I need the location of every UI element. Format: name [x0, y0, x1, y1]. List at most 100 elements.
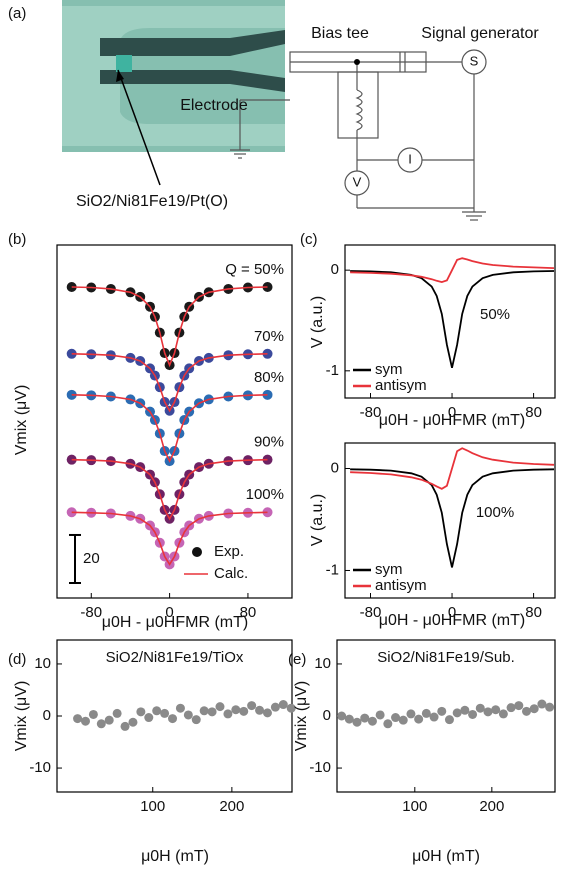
point [263, 708, 272, 717]
legend-label: antisym [375, 577, 427, 594]
chart-title: SiO2/Ni81Fe19/TiOx [106, 649, 244, 666]
point [121, 722, 130, 731]
sample-label: SiO2/Ni81Fe19/Pt(O) [76, 193, 228, 210]
point [73, 714, 82, 723]
point [279, 700, 288, 709]
series-label: Q = 50% [225, 261, 284, 278]
voltmeter-symbol: V [353, 174, 362, 189]
y-axis-label: Vmix (μV) [13, 681, 30, 752]
point [376, 710, 385, 719]
panel-label: (a) [8, 5, 26, 22]
y-tick-label: -10 [309, 759, 331, 776]
annotation: 100% [476, 504, 514, 521]
point [537, 700, 546, 709]
point [168, 714, 177, 723]
point [445, 715, 454, 724]
point [128, 718, 137, 727]
point [200, 706, 209, 715]
legend-label: sym [375, 561, 403, 578]
point [499, 709, 508, 718]
point [136, 707, 145, 716]
y-tick-label: 10 [34, 655, 51, 672]
x-tick-label: -80 [80, 604, 102, 621]
y-tick-label: 0 [331, 459, 339, 476]
panel: -80080-10μ0H - μ0HFMR (mT)V (a.u.)100%sy… [309, 443, 555, 629]
legend-label: Exp. [214, 543, 244, 560]
point [89, 710, 98, 719]
figure: (a) S I V Bias tee Signal genera [0, 0, 572, 878]
x-tick-label: 200 [219, 798, 244, 815]
x-tick-label: 80 [525, 404, 542, 421]
ammeter-symbol: I [408, 151, 412, 166]
series-line [350, 469, 554, 567]
point [391, 713, 400, 722]
point [105, 716, 114, 725]
y-axis-label: V (a.u.) [309, 494, 326, 546]
panel-label: (d) [8, 651, 26, 668]
point [414, 715, 423, 724]
x-axis-label: μ0H - μ0HFMR (mT) [379, 612, 525, 629]
annotation: 50% [480, 306, 510, 323]
y-tick-label: -1 [326, 362, 339, 379]
point [430, 713, 439, 722]
point [476, 704, 485, 713]
legend-label: Calc. [214, 565, 248, 582]
source-symbol: S [470, 53, 479, 68]
point [337, 712, 346, 721]
point [406, 709, 415, 718]
point [453, 708, 462, 717]
point [399, 716, 408, 725]
page: {"diagram":{"panel_label":"(a)","bias_te… [0, 0, 572, 878]
electrode-label: Electrode [180, 97, 248, 114]
y-axis-label: V (a.u.) [309, 296, 326, 348]
scale-label: 20 [83, 550, 100, 567]
point [530, 704, 539, 713]
panel-label: (b) [8, 231, 26, 248]
point [353, 718, 362, 727]
point [152, 706, 161, 715]
point [422, 709, 431, 718]
y-tick-label: 0 [43, 707, 51, 724]
point [383, 719, 392, 728]
panel: (d)100200-10010μ0H (mT)Vmix (μV)SiO2/Ni8… [8, 640, 296, 865]
point [247, 701, 256, 710]
panel-a: (a) S I V Bias tee Signal genera [8, 0, 539, 220]
chart-title: SiO2/Ni81Fe19/Sub. [377, 649, 515, 666]
point [208, 707, 217, 716]
plot-frame [57, 245, 292, 598]
point [176, 704, 185, 713]
x-tick-label: 100 [140, 798, 165, 815]
point [491, 705, 500, 714]
point [97, 719, 106, 728]
y-tick-label: 0 [323, 707, 331, 724]
point [545, 703, 554, 712]
x-tick-label: 200 [479, 798, 504, 815]
point [507, 703, 516, 712]
point [360, 714, 369, 723]
x-axis-label: μ0H - μ0HFMR (mT) [102, 614, 248, 631]
y-tick-label: -1 [326, 561, 339, 578]
x-axis-label: μ0H - μ0HFMR (mT) [379, 412, 525, 429]
point [144, 713, 153, 722]
point [345, 715, 354, 724]
point [514, 701, 523, 710]
point [231, 705, 240, 714]
series-line [350, 271, 554, 368]
point [223, 709, 232, 718]
series-label: 70% [254, 328, 284, 345]
panel-label: (c) [300, 231, 318, 248]
series-label: 80% [254, 369, 284, 386]
point [160, 709, 169, 718]
signal-generator-label: Signal generator [421, 25, 539, 42]
point [468, 710, 477, 719]
point [255, 706, 264, 715]
point [113, 709, 122, 718]
point [460, 706, 469, 715]
series-label: 100% [246, 486, 284, 503]
point [239, 707, 248, 716]
series-line [350, 258, 554, 282]
sample-strip [116, 55, 132, 72]
point [271, 703, 280, 712]
